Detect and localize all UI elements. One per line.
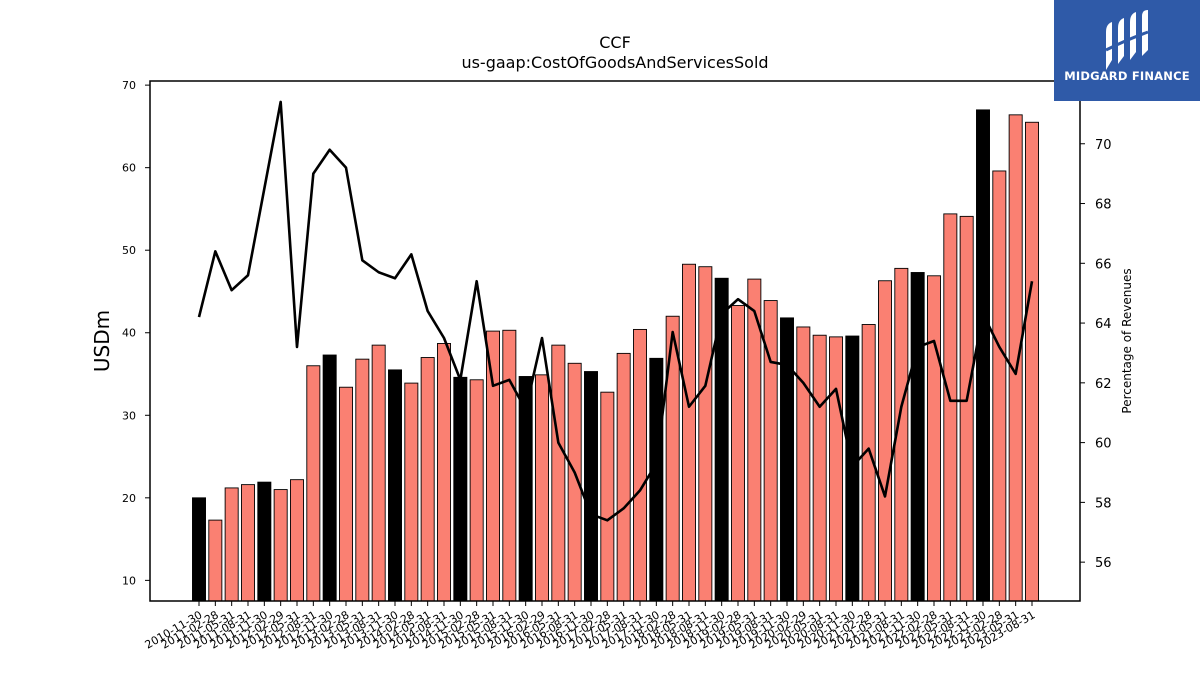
bar-2015-02-28 xyxy=(469,379,484,602)
y2-tick-label: 60 xyxy=(1095,437,1112,452)
bar-2016-05-31 xyxy=(551,344,566,602)
y2-tick-label: 56 xyxy=(1095,556,1112,571)
bar-2018-08-31 xyxy=(698,266,713,602)
bar-2015-05-31 xyxy=(486,330,500,602)
bar-2016-02-29 xyxy=(535,374,549,602)
plot-frame xyxy=(149,80,1081,602)
midgard-finance-logo: MIDGARD FINANCE xyxy=(1054,0,1200,101)
percentage-line xyxy=(197,100,1034,522)
bar-2011-02-28 xyxy=(208,519,223,602)
y-tick-label: 10 xyxy=(122,574,136,587)
bar-2020-08-31 xyxy=(829,336,843,602)
y2-tick-label: 70 xyxy=(1095,138,1112,153)
bar-2022-05-31 xyxy=(943,213,958,602)
bar-2018-05-31 xyxy=(682,263,696,602)
bar-2016-11-30 xyxy=(584,371,598,602)
y-tick-label: 50 xyxy=(122,244,136,257)
bar-2023-05-31 xyxy=(1008,114,1023,602)
chart-title: CCF xyxy=(599,33,631,52)
x-axis: 2010-11-302011-02-282011-05-312011-08-31… xyxy=(143,601,1038,652)
bar-2013-08-31 xyxy=(371,344,386,602)
bar-2010-11-30 xyxy=(192,497,206,602)
bar-2011-11-30 xyxy=(257,481,272,602)
y-axis-left: 10 20 30 40 50 60 70 xyxy=(122,79,150,587)
y-axis-right: 56 58 60 62 64 66 68 70 xyxy=(1080,138,1112,571)
bar-2019-02-28 xyxy=(731,305,745,602)
bar-2013-02-28 xyxy=(339,386,353,602)
bar-2012-05-31 xyxy=(290,479,304,602)
bar-2012-08-31 xyxy=(306,365,321,602)
percentage-line-series xyxy=(197,100,1034,522)
y2-tick-label: 62 xyxy=(1095,377,1112,392)
y-axis-label: USDm xyxy=(90,310,114,372)
bar-2013-11-30 xyxy=(388,369,402,602)
midgard-logo-icon xyxy=(1105,10,1149,70)
bar-2017-05-31 xyxy=(616,352,631,602)
bar-2019-11-30 xyxy=(780,317,794,602)
y2-tick-label: 58 xyxy=(1095,496,1112,511)
y-tick-label: 70 xyxy=(122,79,136,92)
bar-2022-11-30 xyxy=(976,109,990,602)
chart-subtitle: us-gaap:CostOfGoodsAndServicesSold xyxy=(461,53,768,72)
y-tick-label: 20 xyxy=(122,492,136,505)
bar-2020-11-30 xyxy=(845,335,860,602)
bar-2022-02-28 xyxy=(927,275,941,602)
y-tick-label: 40 xyxy=(122,327,136,340)
bar-2021-11-30 xyxy=(910,272,925,602)
bar-2015-08-31 xyxy=(502,329,517,602)
bar-2020-02-29 xyxy=(796,326,811,602)
y2-tick-label: 66 xyxy=(1095,257,1112,272)
bar-2014-02-28 xyxy=(404,382,419,602)
bar-2017-11-30 xyxy=(649,357,664,602)
bar-2013-05-31 xyxy=(355,358,370,602)
bar-2017-02-28 xyxy=(600,391,615,602)
y2-tick-label: 68 xyxy=(1095,198,1112,213)
bar-2017-08-31 xyxy=(633,328,647,602)
bar-series xyxy=(192,109,1039,602)
y-tick-label: 30 xyxy=(122,409,136,422)
bar-2021-05-31 xyxy=(878,280,892,602)
bar-2012-02-29 xyxy=(273,489,288,602)
bar-2014-11-30 xyxy=(453,376,468,602)
bar-2022-08-31 xyxy=(959,215,974,602)
bar-2014-08-31 xyxy=(437,343,451,602)
bar-2014-05-31 xyxy=(420,357,435,602)
logo-text: MIDGARD FINANCE xyxy=(1064,69,1190,83)
bar-2020-05-31 xyxy=(812,334,827,602)
bar-2011-05-31 xyxy=(224,487,239,602)
bar-2023-02-28 xyxy=(992,170,1007,602)
bar-2011-08-31 xyxy=(241,484,255,602)
y-tick-label: 60 xyxy=(122,162,136,175)
bar-2012-11-30 xyxy=(322,354,337,602)
y2-tick-label: 64 xyxy=(1095,317,1112,332)
bar-2018-11-30 xyxy=(714,277,729,602)
y2-axis-label: Percentage of Revenues xyxy=(1120,268,1134,413)
bar-2023-08-31 xyxy=(1025,121,1039,602)
